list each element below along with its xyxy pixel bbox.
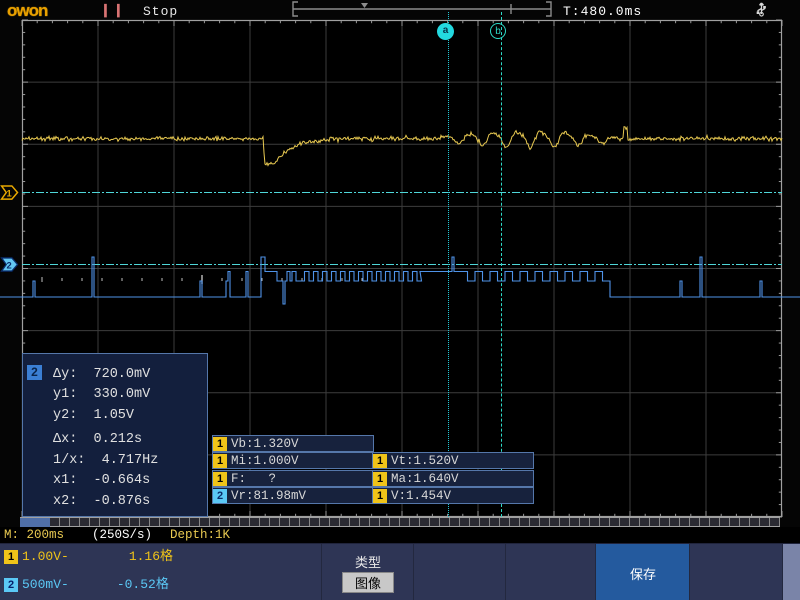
svg-text:1: 1 bbox=[6, 188, 11, 198]
svg-text:2: 2 bbox=[6, 260, 11, 270]
